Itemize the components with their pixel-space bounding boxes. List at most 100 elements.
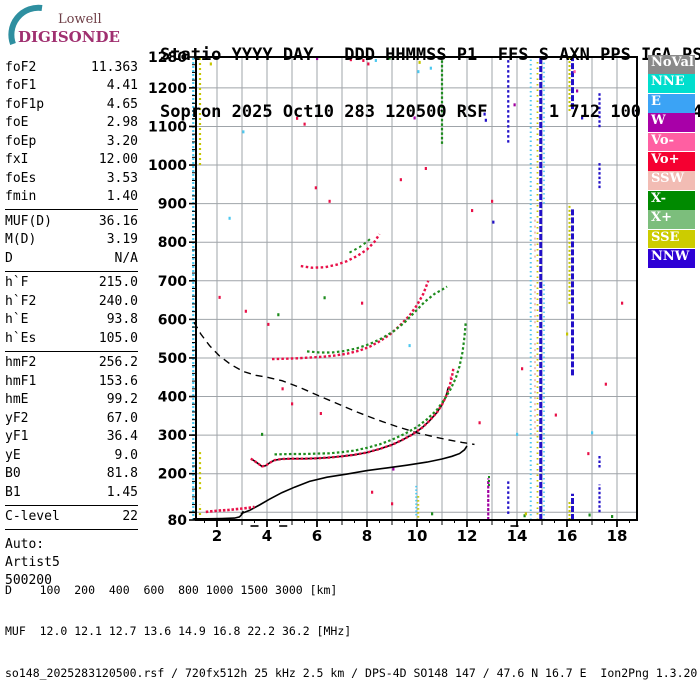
series-x-trace-f (274, 321, 467, 456)
param-label: h`F2 (5, 293, 37, 309)
noise-dot (349, 58, 352, 62)
noise-dot (554, 413, 557, 417)
noise-dot (314, 186, 317, 190)
param-label: D (5, 250, 13, 266)
noise-dot (573, 70, 576, 74)
noise-dot (566, 332, 569, 336)
param-label: yF1 (5, 429, 29, 445)
noise-dot (576, 89, 579, 93)
param-value: 81.8 (106, 466, 138, 482)
param-label: foF1p (5, 96, 45, 112)
noise-dot (429, 66, 432, 70)
y-tick-label: 200 (158, 467, 187, 483)
noise-dot (611, 515, 614, 519)
color-legend: NoVal NNE E W Vo- Vo+ SSW X- X+ SSE NNW (648, 55, 695, 268)
legend-item-ssw: SSW (648, 171, 695, 191)
file-info-line: so148_2025283120500.rsf / 720fx512h 25 k… (5, 666, 698, 680)
series-profile (240, 445, 468, 515)
noise-dot (356, 56, 359, 60)
noise-dot (604, 382, 607, 386)
param-label: h`F (5, 275, 29, 291)
param-value: 1.45 (106, 484, 138, 500)
series-o-trace-f (250, 368, 455, 468)
legend-item-nnw: NNW (648, 248, 695, 268)
legend-item-vo: Vo- (648, 132, 695, 152)
series-transmission-curve (193, 321, 475, 446)
scaled-parameters-panel: foF2 11.363 foF1 4.41 foF1p 4.65 foE 2.98 foEp 3.… (5, 58, 138, 590)
noise-dot (413, 116, 416, 120)
param-value: 36.16 (98, 213, 138, 229)
param-label: yE (5, 447, 21, 463)
param-label: B1 (5, 484, 21, 500)
param-label: M(D) (5, 232, 37, 248)
legend-item-e: E (648, 93, 695, 113)
noise-dot (388, 56, 391, 60)
param-row-hf2: h`F2 240.0 (5, 292, 138, 311)
noise-dot (431, 512, 434, 516)
param-label: yF2 (5, 410, 29, 426)
series-x-trace-f-3rd (349, 236, 373, 254)
param-value: 3.19 (106, 232, 138, 248)
noise-dot (362, 58, 365, 62)
param-value: 256.2 (98, 355, 138, 371)
param-row-foep: foEp 3.20 (5, 132, 138, 151)
noise-dot (371, 490, 374, 494)
noise-dot (391, 502, 394, 506)
param-row-yf2: yF2 67.0 (5, 409, 138, 428)
noise-dot (392, 467, 395, 471)
param-row-foes: foEs 3.53 (5, 169, 138, 188)
noise-dot (277, 313, 280, 317)
legend-item-x: X- (648, 190, 695, 210)
station-header: Statio YYYY DAY DDD HHMMSS P1 FFS S AXN … (160, 8, 700, 141)
noise-dot (483, 112, 486, 116)
noise-dot (516, 432, 519, 436)
y-tick-label: 300 (158, 428, 187, 444)
param-value: 4.65 (106, 96, 138, 112)
param-row-fof1: foF1 4.41 (5, 77, 138, 96)
noise-dot (374, 58, 377, 62)
divider (5, 504, 138, 506)
series-e-fit (193, 510, 245, 520)
series-o-trace-f-3rd (300, 233, 381, 269)
y-tick-label: 500 (158, 351, 187, 367)
series-o-trace-es (205, 505, 255, 514)
y-tick-label: 400 (158, 390, 187, 406)
x-tick-label: 12 (457, 527, 478, 545)
y-tick-label: 1280 (148, 50, 187, 66)
x-tick-label: 16 (557, 527, 578, 545)
param-row-fmin: fmin 1.40 (5, 188, 138, 207)
noise-dot (399, 178, 402, 182)
auto-line-0: Auto: (5, 537, 45, 552)
param-row-d: D N/A (5, 249, 138, 268)
param-label: MUF(D) (5, 213, 52, 229)
param-row-mufd: MUF(D) 36.16 (5, 212, 138, 231)
param-value: 67.0 (106, 410, 138, 426)
noise-dot (242, 130, 245, 134)
x-tick-label: 8 (362, 527, 372, 545)
param-row-hmf1: hmF1 153.6 (5, 372, 138, 391)
param-label: hmE (5, 392, 29, 408)
noise-dot (316, 57, 319, 61)
param-row-foe: foE 2.98 (5, 114, 138, 133)
noise-dot (228, 216, 231, 220)
noise-dot (492, 220, 495, 224)
param-label: foF1 (5, 78, 37, 94)
noise-dot (581, 116, 584, 120)
param-row-hme: hmE 99.2 (5, 391, 138, 410)
logo-lowell: Lowell (58, 12, 102, 27)
param-label: C-level (5, 509, 60, 525)
noise-dot (328, 199, 331, 203)
x-tick-label: 6 (312, 527, 322, 545)
param-label: fxI (5, 152, 29, 168)
param-row-b0: B0 81.8 (5, 465, 138, 484)
footer: D 100 200 400 600 800 1000 1500 3000 [km… (5, 557, 697, 694)
param-value: 12.00 (98, 152, 138, 168)
param-label: B0 (5, 466, 21, 482)
noise-dot (621, 301, 624, 305)
series-x-trace-f-2nd (306, 285, 448, 354)
y-tick-label: 900 (158, 197, 187, 213)
y-tick-label: 80 (168, 513, 188, 529)
param-label: hmF2 (5, 355, 37, 371)
param-row-clevel: C-level 22 (5, 508, 138, 527)
noise-dot (417, 70, 420, 74)
